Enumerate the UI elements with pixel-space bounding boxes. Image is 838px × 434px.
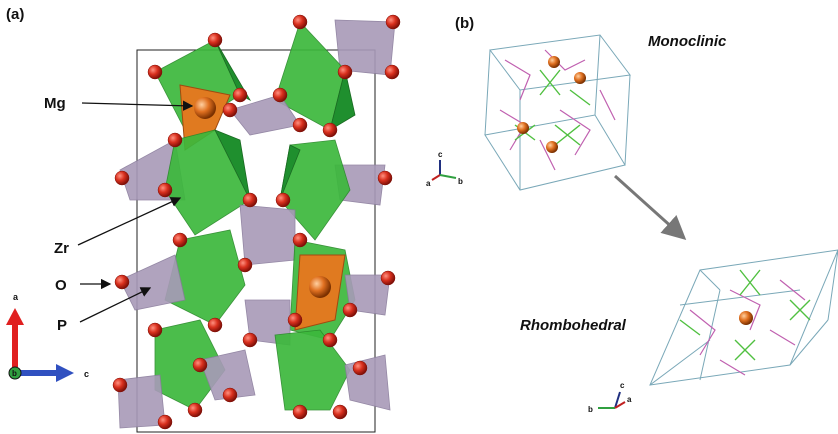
mg-atom [194,97,216,119]
mg-atom [574,72,586,84]
oxygen-atom [352,360,368,376]
cell-edge [489,34,631,91]
cell-edge [484,114,626,191]
tetrahedron [199,349,256,401]
octahedron [274,329,351,411]
axis-arrow [614,401,626,409]
cell-edge [649,249,838,386]
oxygen-atom [207,32,223,48]
tetrahedron [344,274,391,316]
cell-edge [484,34,631,190]
axis-arrow [6,308,24,325]
octahedron [329,69,356,131]
mg-atom [546,141,558,153]
axes-b-bottom: c a b [588,381,632,414]
mg-atom [739,311,753,325]
axis-label: b [458,177,463,186]
unit-cell [136,49,376,433]
oxygen-atom [287,312,303,328]
oxygen-atom [157,182,173,198]
axes-b-top: c a b [426,150,463,188]
annotation: Mg [44,95,66,112]
oxygen-atom [292,117,308,133]
oxygen-atom [322,332,338,348]
oxygen-atom [242,332,258,348]
panel-label: (a) [6,6,24,23]
bond [689,279,806,376]
bond [679,269,811,361]
annotation: P [57,317,67,334]
oxygen-atom [292,404,308,420]
axis-label: c [438,150,443,159]
mg-atom [548,56,560,68]
oxygen-atom [272,87,288,103]
cell-edge [649,249,838,386]
axis-arrow [439,174,457,179]
oxygen-atoms [112,14,401,430]
annotation: Zr [54,240,69,257]
structure-a [112,14,401,433]
oxygen-atom [385,14,401,30]
oxygen-atom [232,87,248,103]
oxygen-atom [237,257,253,273]
mg-atom [309,276,331,298]
structure-name: Rhombohedral [520,317,627,334]
structure-name: Monoclinic [648,33,727,50]
mg-atom [517,122,529,134]
oxygen-atom [292,14,308,30]
octahedron [214,129,251,201]
oxygen-atom [147,322,163,338]
axis-label: c [84,369,89,379]
axis-label: a [627,395,632,404]
tetrahedron [239,204,296,266]
axis-label: b [588,405,593,414]
tetrahedron [119,254,186,311]
oxygen-atom [380,270,396,286]
oxygen-atom [157,414,173,430]
axis-label: b [12,369,17,378]
axes-a: a b c [6,292,89,382]
axis-arrow [18,370,58,376]
octahedron [164,129,251,236]
transition-arrow [613,174,687,241]
axis-label: a [13,292,19,302]
tetrahedron [344,354,391,411]
axis-arrow [614,391,621,409]
oxygen-atom [114,170,130,186]
oxygen-atom [322,122,338,138]
oxygen-atom [384,64,400,80]
oxygen-atom [167,132,183,148]
oxygen-atom [275,192,291,208]
axis-origin [8,366,22,380]
panel-label: (b) [455,15,474,32]
pointer [77,197,182,246]
oxygen-atom [172,232,188,248]
annotation: O [55,277,67,294]
octahedron [279,144,301,201]
oxygen-atom [207,317,223,333]
rhombohedral-cell [649,249,838,386]
oxygen-atom [222,102,238,118]
oxygen-atom [222,387,238,403]
axis-label: a [426,179,431,188]
axis-arrow [431,174,441,181]
oxygen-atom [337,64,353,80]
axis-arrow [56,364,74,382]
oxygen-atom [187,402,203,418]
axis-label: c [620,381,625,390]
axis-arrow [12,322,18,367]
oxygen-atom [292,232,308,248]
oxygen-atom [332,404,348,420]
oxygen-atom [242,192,258,208]
oxygen-atom [192,357,208,373]
oxygen-atom [147,64,163,80]
pointer [81,100,194,111]
monoclinic-cell [484,34,631,191]
oxygen-atom [377,170,393,186]
oxygen-atom [112,377,128,393]
pointer [79,287,152,323]
oxygen-atom [342,302,358,318]
oxygen-atom [114,274,130,290]
